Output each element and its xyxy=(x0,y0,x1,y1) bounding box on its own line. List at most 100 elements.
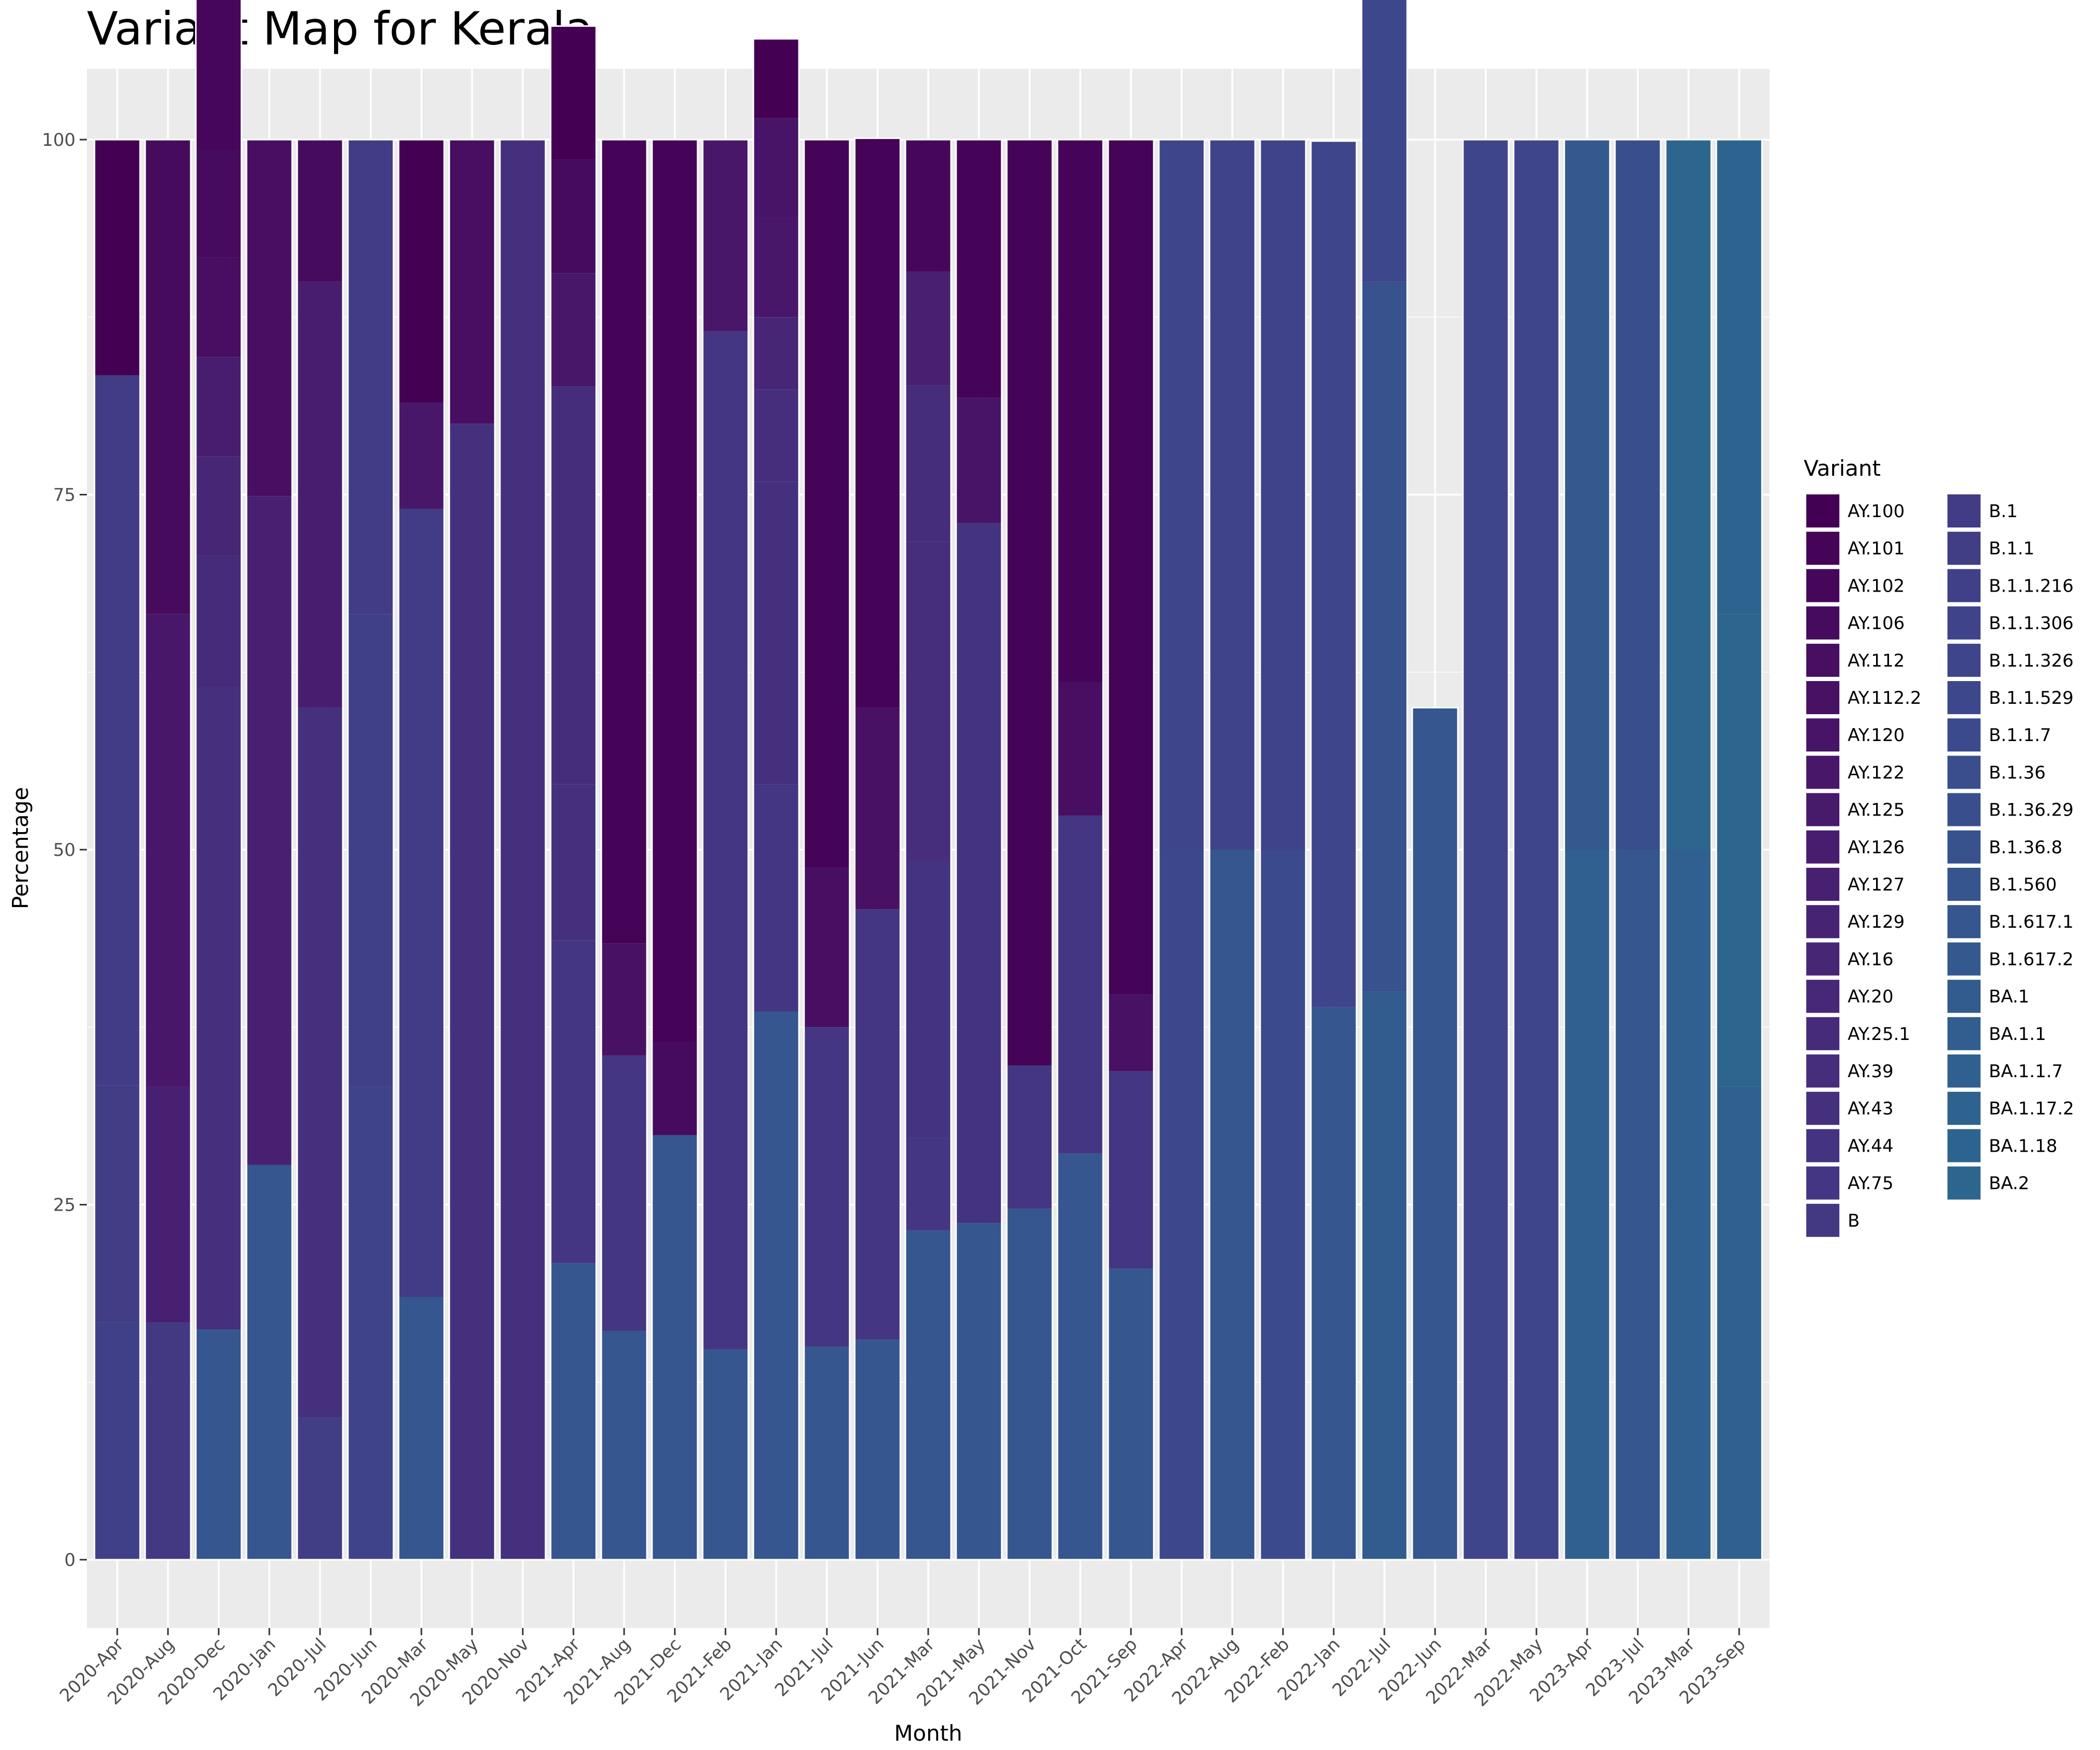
bar-stack xyxy=(246,139,293,1561)
bar-segment xyxy=(1158,140,1205,850)
bar-stack xyxy=(499,139,547,1561)
bar-segment xyxy=(702,140,749,331)
bar-stack xyxy=(702,139,749,1561)
legend-title: Variant xyxy=(1804,456,1881,481)
bar-stack xyxy=(1513,139,1560,1561)
bar-stack xyxy=(1056,139,1104,1561)
legend-key xyxy=(1947,1017,1981,1050)
legend: Variant AY.100 AY.101 AY.102 AY.106 AY.112 AY… xyxy=(1804,456,2074,1237)
bar-segment xyxy=(550,273,597,387)
bar-segment xyxy=(702,1349,749,1560)
bar-segment xyxy=(601,1331,647,1560)
legend-item: AY.20 xyxy=(1806,979,1894,1013)
bar-segment xyxy=(94,1085,140,1323)
legend-item: BA.1.18 xyxy=(1947,1129,2058,1163)
bar-stack xyxy=(1208,139,1256,1561)
bar-segment xyxy=(145,140,191,614)
legend-label: AY.127 xyxy=(1848,874,1905,895)
legend-label: B.1.1.306 xyxy=(1989,613,2074,634)
legend-label: B.1.36 xyxy=(1989,762,2046,783)
legend-key xyxy=(1806,905,1839,939)
bar-segment xyxy=(550,386,597,785)
bar-segment xyxy=(94,140,140,375)
legend-key xyxy=(1947,793,1981,826)
bar-segment xyxy=(1362,991,1408,1560)
bar-outline xyxy=(854,137,901,1561)
legend-label: B.1.560 xyxy=(1989,874,2057,895)
bar-segment xyxy=(1006,1065,1053,1209)
bar-segment xyxy=(1362,0,1408,282)
legend-key xyxy=(1947,830,1981,864)
legend-label: B.1.1.529 xyxy=(1989,688,2074,708)
bar-stack xyxy=(94,139,141,1561)
bar-segment xyxy=(195,0,241,151)
bar-segment xyxy=(1260,850,1306,1560)
bar-segment xyxy=(1108,140,1154,995)
legend-key xyxy=(1806,830,1839,864)
bar-segment xyxy=(905,385,951,542)
legend-item: B.1.1 xyxy=(1947,532,2034,565)
legend-label: AY.101 xyxy=(1848,538,1905,559)
legend-label: AY.125 xyxy=(1848,800,1905,821)
bar-segment xyxy=(94,1322,140,1560)
bar-stack xyxy=(854,137,901,1561)
legend-item: BA.1.1.7 xyxy=(1947,1054,2063,1088)
legend-label: B xyxy=(1848,1211,1860,1231)
bar-segment xyxy=(550,159,597,274)
bar-outline xyxy=(651,139,699,1561)
bar-outline xyxy=(448,139,496,1561)
bar-segment xyxy=(145,1087,191,1323)
bar-segment xyxy=(1108,1269,1154,1560)
legend-label: AY.106 xyxy=(1848,613,1905,634)
bar-outline xyxy=(1462,139,1509,1561)
legend-key xyxy=(1806,1129,1839,1163)
legend-key xyxy=(1947,606,1981,640)
bar-segment xyxy=(195,456,241,556)
bar-segment xyxy=(297,140,343,282)
legend-item: B.1.36.8 xyxy=(1947,830,2062,864)
bar-segment xyxy=(398,140,444,403)
bar-segment xyxy=(601,943,647,1056)
bar-segment xyxy=(1564,140,1610,850)
legend-key xyxy=(1806,1166,1839,1200)
legend-key xyxy=(1806,756,1839,789)
bar-stack xyxy=(1006,139,1053,1561)
legend-item: AY.125 xyxy=(1806,793,1905,826)
bar-outline xyxy=(1158,139,1205,1561)
legend-key xyxy=(1947,569,1981,602)
bar-segment xyxy=(1057,1153,1104,1560)
bar-stack xyxy=(904,139,952,1561)
bar-segment xyxy=(195,687,241,1330)
bar-segment xyxy=(1108,1071,1154,1269)
legend-item: AY.43 xyxy=(1806,1092,1894,1125)
bar-segment xyxy=(905,861,951,1138)
bar-outline xyxy=(1259,139,1307,1561)
bar-outline xyxy=(702,139,749,1561)
bar-stack xyxy=(1411,706,1459,1561)
y-tick-label: 25 xyxy=(53,1195,75,1216)
bar-stack xyxy=(1361,0,1408,1561)
legend-key xyxy=(1947,494,1981,527)
bar-outline xyxy=(955,139,1003,1561)
bar-segment xyxy=(195,555,241,688)
bar-stack xyxy=(1614,139,1661,1561)
bar-segment xyxy=(956,140,1002,398)
legend-key xyxy=(1947,681,1981,714)
legend-key xyxy=(1806,569,1839,602)
legend-label: BA.1.1 xyxy=(1989,1024,2046,1045)
legend-key xyxy=(1947,979,1981,1013)
bar-segment xyxy=(652,1135,698,1560)
bar-segment xyxy=(398,402,444,509)
bar-segment xyxy=(956,1223,1002,1560)
bar-segment xyxy=(854,138,901,708)
legend-item: AY.75 xyxy=(1806,1166,1894,1200)
legend-label: B.1.1.326 xyxy=(1989,651,2074,671)
bar-outline xyxy=(1715,139,1763,1561)
bar-segment xyxy=(905,541,951,861)
bar-segment xyxy=(804,1027,850,1347)
bar-segment xyxy=(195,1330,241,1560)
legend-item: BA.1.17.2 xyxy=(1947,1092,2074,1125)
bar-segment xyxy=(702,331,749,1350)
bar-stack xyxy=(600,139,648,1561)
y-tick-label: 100 xyxy=(42,130,75,150)
